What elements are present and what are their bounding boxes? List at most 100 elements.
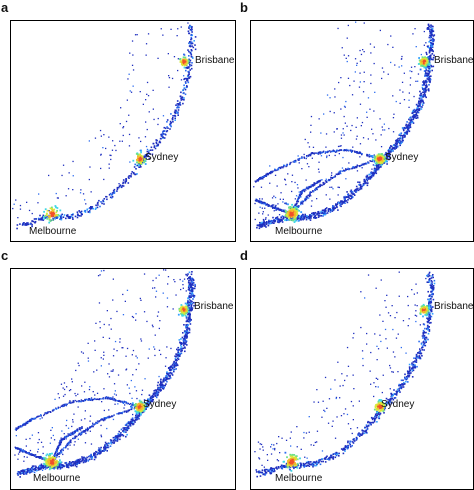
density-dot (418, 57, 420, 59)
density-dot (193, 40, 195, 42)
density-dot (404, 73, 405, 74)
density-dot (39, 215, 41, 217)
density-dot (49, 211, 51, 213)
density-dot (278, 208, 279, 209)
density-dot (188, 72, 190, 74)
density-dot (123, 402, 124, 403)
density-dot (97, 204, 99, 206)
density-dot (108, 137, 109, 138)
density-dot (125, 356, 126, 357)
density-dot (413, 119, 415, 121)
density-dot (43, 453, 44, 454)
density-dot (356, 127, 357, 128)
density-dot (159, 141, 161, 143)
density-dot (89, 208, 90, 209)
density-dot (364, 72, 365, 73)
density-dot (166, 346, 167, 347)
density-dot (182, 284, 183, 285)
density-dot (285, 184, 286, 185)
density-dot (363, 183, 365, 185)
density-dot (191, 54, 193, 56)
density-dot (81, 401, 82, 402)
density-dot (299, 162, 300, 163)
density-dot (172, 78, 173, 79)
density-dot (340, 145, 341, 146)
density-dot (337, 209, 339, 211)
density-dot (291, 216, 293, 218)
density-dot (309, 196, 310, 197)
density-dot (409, 70, 410, 71)
density-dot (50, 220, 52, 222)
density-dot (273, 204, 274, 205)
density-dot (367, 185, 369, 187)
density-dot (402, 141, 404, 143)
density-dot (406, 121, 408, 123)
density-dot (285, 211, 287, 213)
density-dot (90, 454, 92, 456)
density-dot (304, 214, 306, 216)
density-dot (88, 211, 90, 213)
density-dot (97, 203, 99, 205)
density-dot (339, 170, 340, 171)
density-dot (306, 198, 307, 199)
density-dot (100, 130, 101, 131)
density-dot (287, 173, 288, 174)
density-dot (325, 212, 327, 214)
density-dot (128, 176, 130, 178)
density-dot (160, 354, 161, 355)
density-dot (183, 345, 185, 347)
density-dot (314, 183, 315, 184)
density-dot (123, 435, 125, 437)
density-dot (304, 200, 305, 201)
density-dot (184, 351, 186, 353)
density-dot (114, 189, 116, 191)
density-dot (298, 155, 299, 156)
density-dot (384, 129, 385, 130)
density-dot (177, 70, 178, 71)
density-dot (381, 78, 382, 79)
density-dot (401, 132, 403, 134)
density-dot (340, 206, 342, 208)
density-dot (187, 328, 189, 330)
density-dot (89, 212, 91, 214)
density-dot (114, 404, 115, 405)
density-dot (415, 114, 417, 116)
density-dot (410, 120, 412, 122)
density-dot (135, 168, 137, 170)
density-dot (165, 128, 167, 130)
density-dot (123, 179, 125, 181)
density-dot (75, 216, 77, 218)
density-dot (321, 155, 322, 156)
density-dot (350, 195, 352, 197)
density-dot (132, 354, 133, 355)
density-dot (349, 85, 350, 86)
density-dot (347, 202, 349, 204)
density-dot (191, 65, 193, 67)
density-dot (154, 355, 155, 356)
density-dot (101, 154, 102, 155)
density-dot (404, 99, 405, 100)
density-dot (328, 179, 329, 180)
density-dot (287, 203, 289, 205)
density-dot (190, 287, 192, 289)
density-dot (291, 212, 293, 214)
density-dot (77, 211, 79, 213)
density-dot (339, 187, 340, 188)
density-dot (361, 54, 362, 55)
density-dot (411, 122, 413, 124)
density-dot (392, 47, 393, 48)
density-dot (296, 195, 297, 196)
density-dot (298, 210, 300, 212)
density-dot (50, 443, 51, 444)
density-dot (153, 109, 154, 110)
density-dot (155, 296, 156, 297)
density-dot (135, 34, 136, 35)
density-dot (109, 338, 110, 339)
density-dot (401, 56, 402, 57)
density-dot (426, 84, 428, 86)
density-dot (284, 219, 286, 221)
density-dot (263, 219, 265, 221)
density-dot (152, 149, 154, 151)
density-dot (344, 106, 345, 107)
density-dot (45, 208, 47, 210)
